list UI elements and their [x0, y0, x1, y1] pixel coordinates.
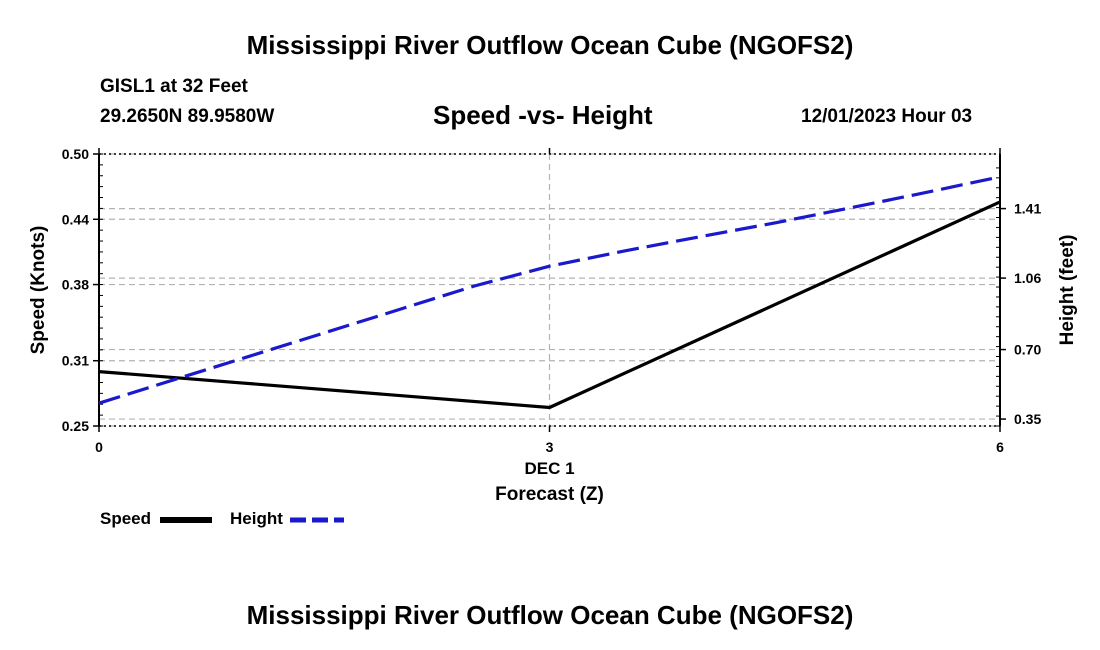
station-coords: 29.2650N 89.9580W: [100, 106, 275, 127]
y-tick-label-right-3: 1.41: [1014, 201, 1041, 217]
speed-height-chart: 0.25 0.31 0.38 0.44 0.50 0.35 0.70 1.06 1.41 0 3 6 D…: [28, 146, 1078, 505]
y-tick-label-left-2: 0.38: [62, 277, 89, 293]
y-tick-label-left-0: 0.25: [62, 418, 89, 434]
y-tick-label-left-3: 0.44: [62, 211, 89, 227]
y-axis-title-right: Height (feet): [1057, 235, 1078, 346]
y-tick-label-right-1: 0.70: [1014, 342, 1041, 358]
legend-speed-label: Speed: [100, 509, 152, 528]
legend-speed-swatch: [160, 517, 212, 523]
y-tick-label-right-2: 1.06: [1014, 270, 1041, 286]
station-label: GISL1 at 32 Feet: [100, 76, 248, 97]
y-tick-label-left-1: 0.31: [62, 353, 89, 369]
legend-height-label: Height: [230, 509, 283, 528]
y-tick-label-right-0: 0.35: [1014, 411, 1041, 427]
chart-title: Mississippi River Outflow Ocean Cube (NG…: [246, 30, 854, 60]
x-axis-title: Forecast (Z): [495, 484, 604, 505]
x-tick-label-1: 3: [546, 439, 554, 455]
x-tick-label-0: 0: [95, 439, 103, 455]
y-tick-label-left-4: 0.50: [62, 146, 89, 162]
series-line-speed: [98, 200, 1001, 410]
series-line-height: [98, 175, 1001, 405]
y-axis-title-left: Speed (Knots): [28, 226, 49, 355]
footer-title: Mississippi River Outflow Ocean Cube (NG…: [246, 600, 854, 630]
x-tick-label-2: 6: [996, 439, 1004, 455]
chart-subtitle: Speed -vs- Height: [433, 100, 653, 130]
x-date-label: DEC 1: [524, 459, 574, 478]
forecast-datetime: 12/01/2023 Hour 03: [801, 106, 973, 127]
legend-height-swatch: [290, 517, 344, 523]
